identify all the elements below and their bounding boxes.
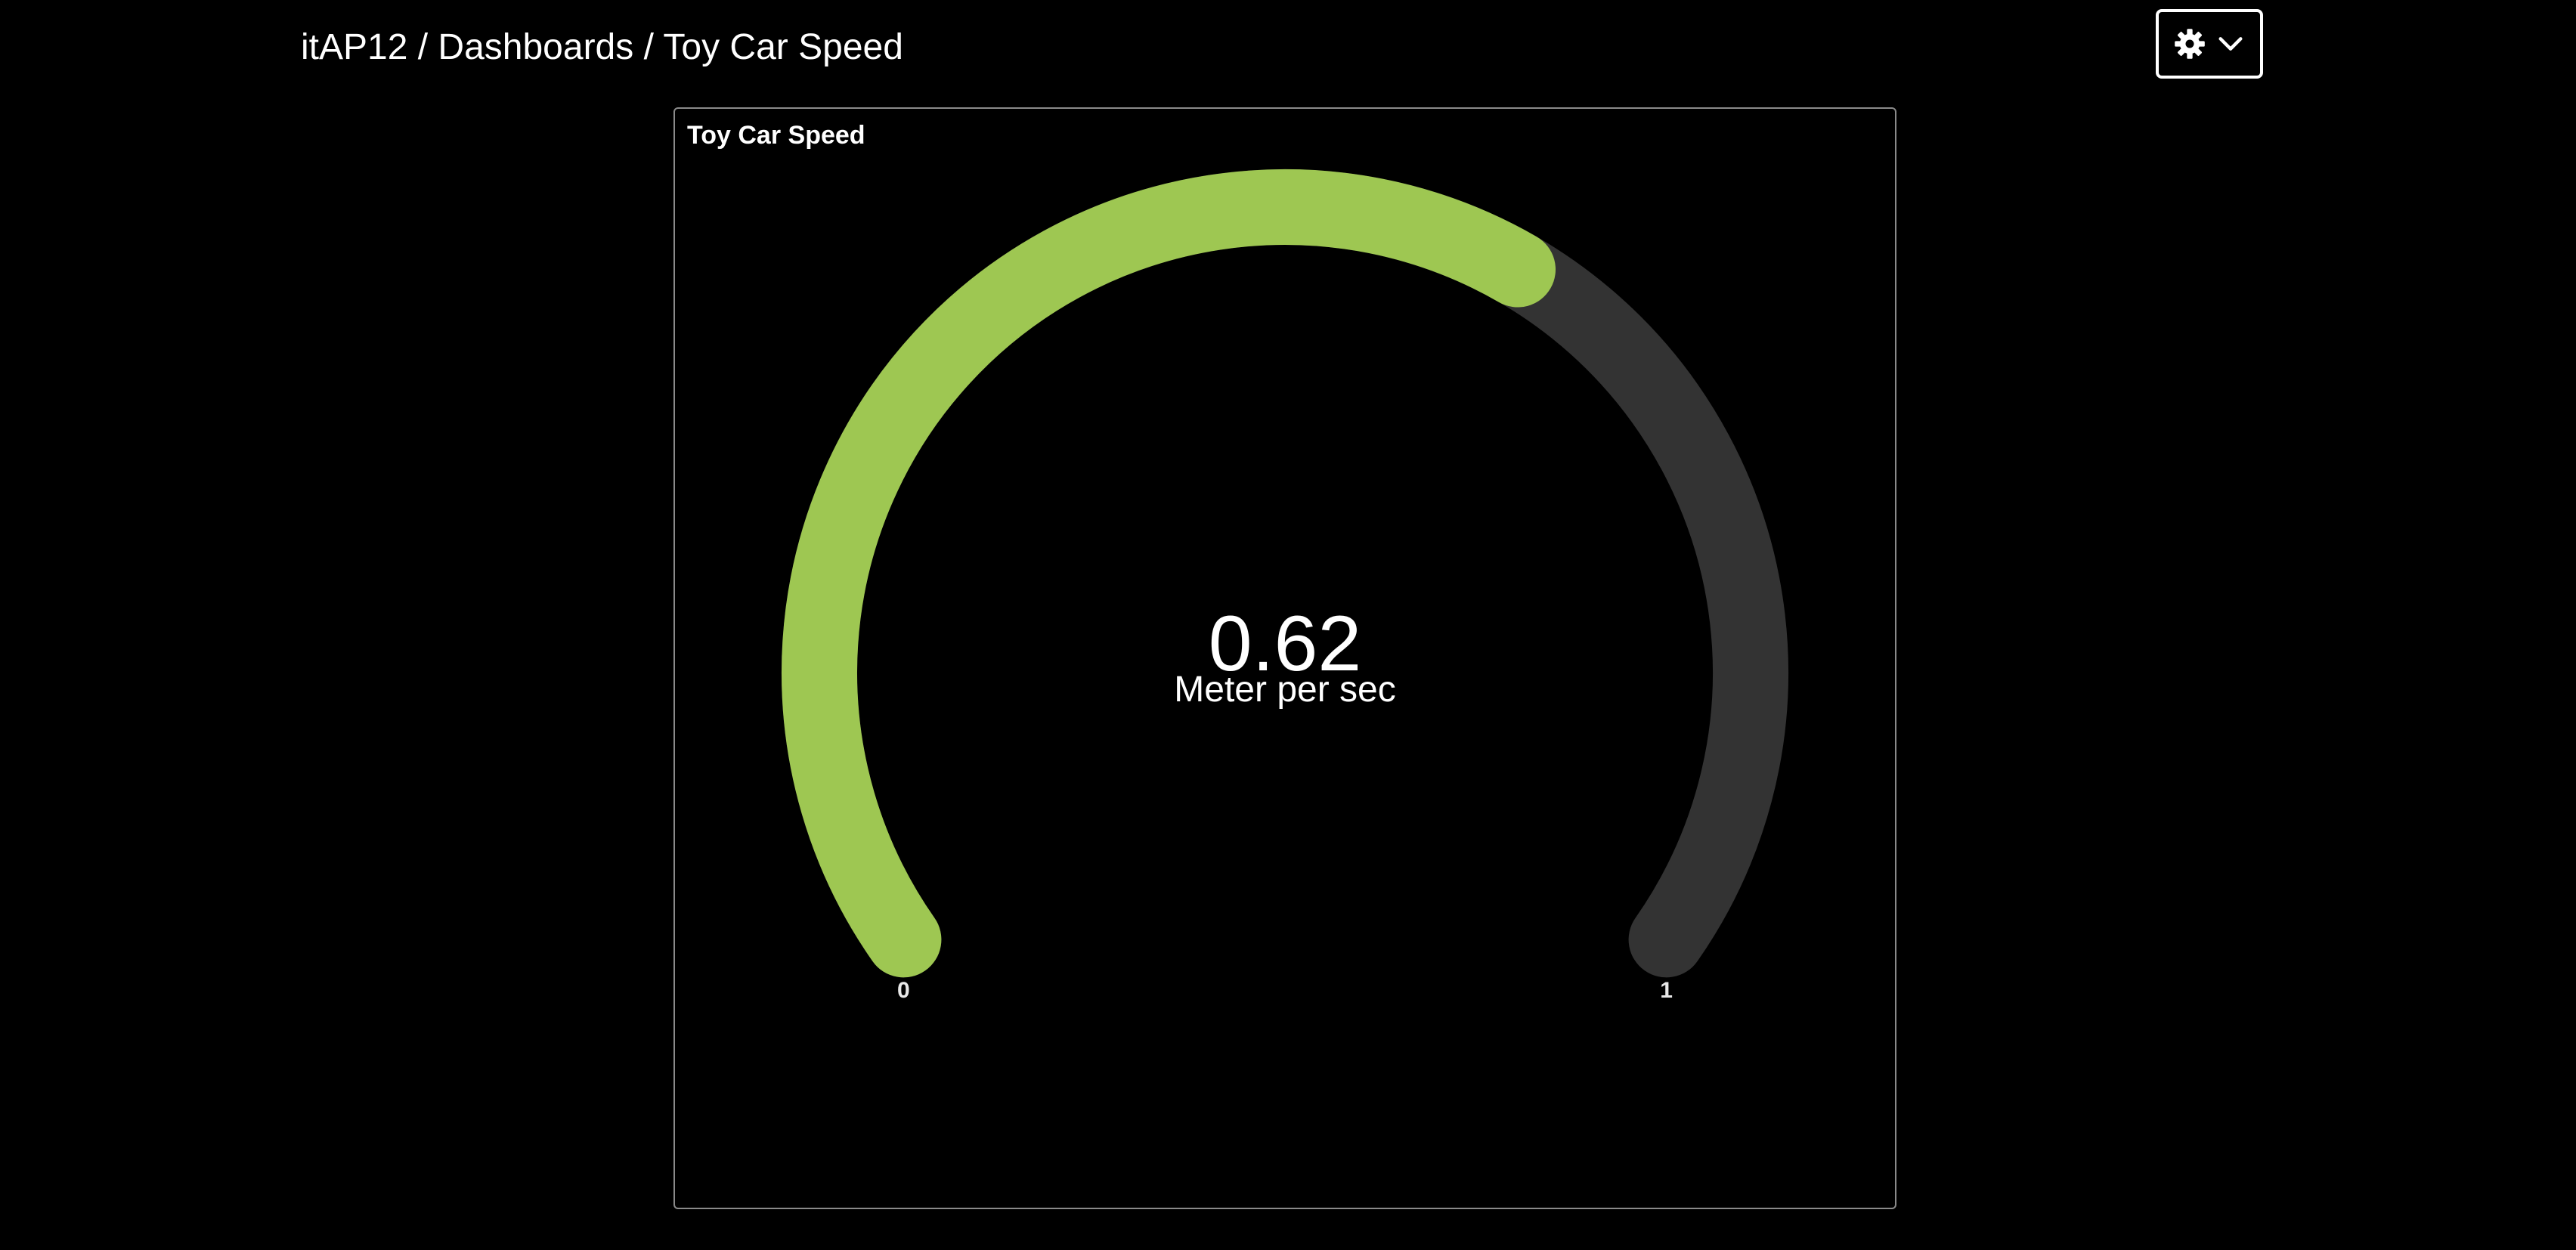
gauge-unit: Meter per sec xyxy=(1174,670,1396,710)
gauge-panel: Toy Car Speed 0.62 Meter per sec 0 1 xyxy=(673,107,1896,1209)
gauge-min-label: 0 xyxy=(897,978,910,1004)
chevron-down-icon xyxy=(2215,29,2246,59)
breadcrumb: itAP12 / Dashboards / Toy Car Speed xyxy=(301,27,903,67)
settings-dropdown-button[interactable] xyxy=(2156,9,2263,79)
gauge-fill xyxy=(782,169,1556,978)
speed-gauge xyxy=(782,169,1788,978)
panel-title: Toy Car Speed xyxy=(687,121,865,150)
gauge-value: 0.62 xyxy=(1208,600,1362,688)
gear-icon xyxy=(2173,27,2206,60)
gauge-max-label: 1 xyxy=(1660,978,1673,1004)
